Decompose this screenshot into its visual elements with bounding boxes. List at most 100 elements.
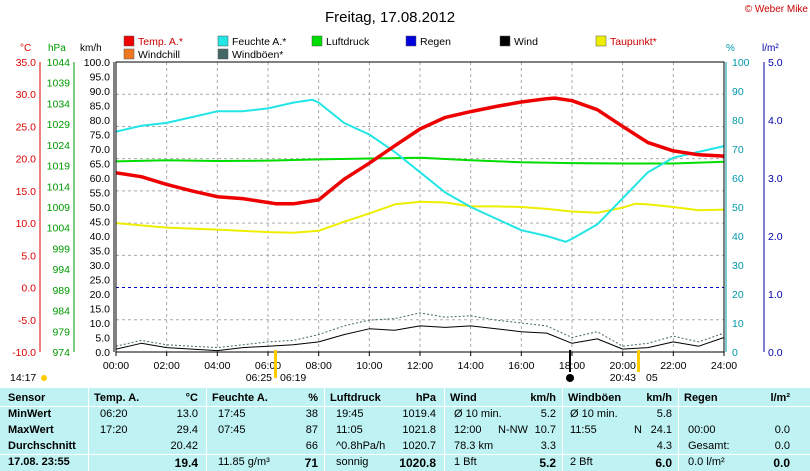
table-column-divider bbox=[88, 388, 89, 471]
y-tick-label: 0.0 bbox=[95, 347, 110, 359]
y-tick-label: 1034 bbox=[47, 98, 71, 110]
sunset-label-secondary: 05 bbox=[646, 372, 658, 384]
table-row-label: MaxWert bbox=[8, 424, 54, 436]
y-tick-label: 35.0 bbox=[90, 246, 111, 258]
table-header-temp-unit: °C bbox=[185, 392, 198, 404]
moon-icon bbox=[566, 374, 574, 382]
y-tick-label: 3.0 bbox=[768, 173, 783, 185]
y-tick-label: 70.0 bbox=[90, 144, 111, 156]
table-cell-pressure-value: 1021.8 bbox=[402, 424, 436, 436]
sunrise-marker bbox=[274, 350, 277, 378]
legend-swatch bbox=[123, 48, 135, 60]
table-cell-wind-desc: 1 Bft bbox=[454, 456, 477, 468]
y-tick-label: 60 bbox=[732, 173, 744, 185]
rain-unit-label: l/m² bbox=[762, 43, 779, 54]
y-tick-label: 5.0 bbox=[95, 333, 110, 345]
table-column-divider bbox=[324, 388, 325, 471]
y-tick-label: 15.0 bbox=[90, 304, 111, 316]
sunset-label: 20:43 bbox=[610, 372, 636, 384]
y-tick-label: 1019 bbox=[47, 161, 71, 173]
copyright-label: © Weber Mike bbox=[745, 4, 809, 15]
y-tick-label: 15.0 bbox=[16, 186, 37, 198]
y-tick-label: 10 bbox=[732, 318, 744, 330]
y-tick-label: 80 bbox=[732, 115, 744, 127]
y-tick-label: 999 bbox=[52, 243, 70, 255]
table-cell-humidity-value: 87 bbox=[305, 424, 318, 436]
x-tick-label: 10:00 bbox=[356, 360, 382, 372]
table-header-rain: Regen bbox=[684, 392, 718, 404]
pressure-unit-label: hPa bbox=[48, 43, 66, 54]
legend-label: Windböen* bbox=[232, 49, 283, 61]
table-header-pressure: Luftdruck bbox=[330, 392, 381, 404]
table-cell-temp-time: 17:20 bbox=[100, 424, 128, 436]
sun-annotations: 14:17 06:25 06:19 20:43 05 bbox=[10, 350, 658, 384]
table-cell-wind-value: 5.2 bbox=[539, 456, 556, 470]
table-header-humidity-unit: % bbox=[308, 392, 318, 404]
x-tick-label: 22:00 bbox=[660, 360, 686, 372]
y-tick-label: 20 bbox=[732, 289, 744, 301]
legend-swatch bbox=[217, 48, 229, 60]
table-header-humidity: Feuchte A. bbox=[212, 392, 268, 404]
table-header-rain-unit: l/m² bbox=[770, 392, 790, 404]
x-tick-label: 24:00 bbox=[711, 360, 737, 372]
y-tick-label: 35.0 bbox=[16, 57, 37, 69]
legend-swatch bbox=[123, 35, 135, 47]
legend-label: Wind bbox=[514, 36, 538, 48]
x-tick-label: 04:00 bbox=[204, 360, 230, 372]
table-cell-humidity-value: 71 bbox=[304, 456, 318, 470]
y-tick-label: 30.0 bbox=[16, 89, 37, 101]
legend-swatch bbox=[595, 35, 607, 47]
legend-swatch bbox=[217, 35, 229, 47]
y-tick-label: 1.0 bbox=[768, 289, 783, 301]
table-cell-rain-desc: 0.0 l/m² bbox=[688, 456, 725, 468]
temp-unit-label: °C bbox=[20, 43, 31, 54]
y-tick-label: 95.0 bbox=[90, 72, 111, 84]
table-cell-temp-value: 13.0 bbox=[176, 408, 198, 420]
table-row-label: Durchschnitt bbox=[8, 440, 76, 452]
table-row-label: 17.08. 23:55 bbox=[8, 456, 70, 468]
table-cell-pressure-time: ^0.8hPa/h bbox=[336, 440, 386, 452]
y-tick-label: 984 bbox=[52, 306, 70, 318]
table-header-wind-unit: km/h bbox=[530, 392, 556, 404]
table-cell-pressure-time: 11:05 bbox=[336, 424, 363, 436]
y-tick-label: 1044 bbox=[47, 57, 71, 69]
y-tick-label: 974 bbox=[52, 347, 70, 359]
y-tick-label: 1039 bbox=[47, 78, 71, 90]
table-row-label: MinWert bbox=[8, 408, 52, 420]
table-cell-pressure-value: 1019.4 bbox=[402, 408, 436, 420]
table-header-wind: Wind bbox=[450, 392, 477, 404]
y-tick-label: 20.0 bbox=[90, 289, 111, 301]
y-tick-label: 10.0 bbox=[90, 318, 111, 330]
y-tick-label: 25.0 bbox=[90, 275, 111, 287]
x-tick-label: 14:00 bbox=[458, 360, 484, 372]
legend-label: Taupunkt* bbox=[610, 36, 657, 48]
y-tick-label: 75.0 bbox=[90, 130, 111, 142]
table-cell-pressure-value: 1020.7 bbox=[402, 440, 436, 452]
x-tick-label: 18:00 bbox=[559, 360, 585, 372]
y-tick-label: 60.0 bbox=[90, 173, 111, 185]
table-cell-rain-desc: 00:00 bbox=[688, 424, 716, 436]
y-tick-label: 979 bbox=[52, 326, 70, 338]
y-tick-label: 1029 bbox=[47, 119, 71, 131]
y-tick-label: 1009 bbox=[47, 202, 71, 214]
sun-icon bbox=[41, 375, 47, 381]
table-cell-temp-value: 19.4 bbox=[174, 456, 198, 470]
table-cell-gust-desc: 2 Bft bbox=[570, 456, 593, 468]
plot-frame bbox=[115, 61, 725, 353]
table-cell-gust-value: 4.3 bbox=[656, 440, 672, 452]
wind-unit-label: km/h bbox=[80, 43, 102, 54]
table-header-gust: Windböen bbox=[568, 392, 622, 404]
table-cell-pressure-value: 1020.8 bbox=[399, 456, 436, 470]
series-line-windb-en bbox=[115, 312, 725, 349]
table-cell-rain-value: 0.0 bbox=[773, 456, 790, 470]
table-cell-rain-value: 0.0 bbox=[774, 440, 790, 452]
table-cell-wind-direction: N-NW bbox=[498, 424, 528, 436]
y-tick-label: 80.0 bbox=[90, 115, 111, 127]
table-cell-rain-value: 0.0 bbox=[774, 424, 790, 436]
legend-label: Windchill bbox=[138, 49, 180, 61]
table-column-divider bbox=[562, 388, 563, 471]
legend-swatch bbox=[405, 35, 417, 47]
y-tick-label: 100 bbox=[732, 57, 750, 69]
table-cell-wind-value: 3.3 bbox=[540, 440, 556, 452]
x-tick-label: 08:00 bbox=[306, 360, 332, 372]
